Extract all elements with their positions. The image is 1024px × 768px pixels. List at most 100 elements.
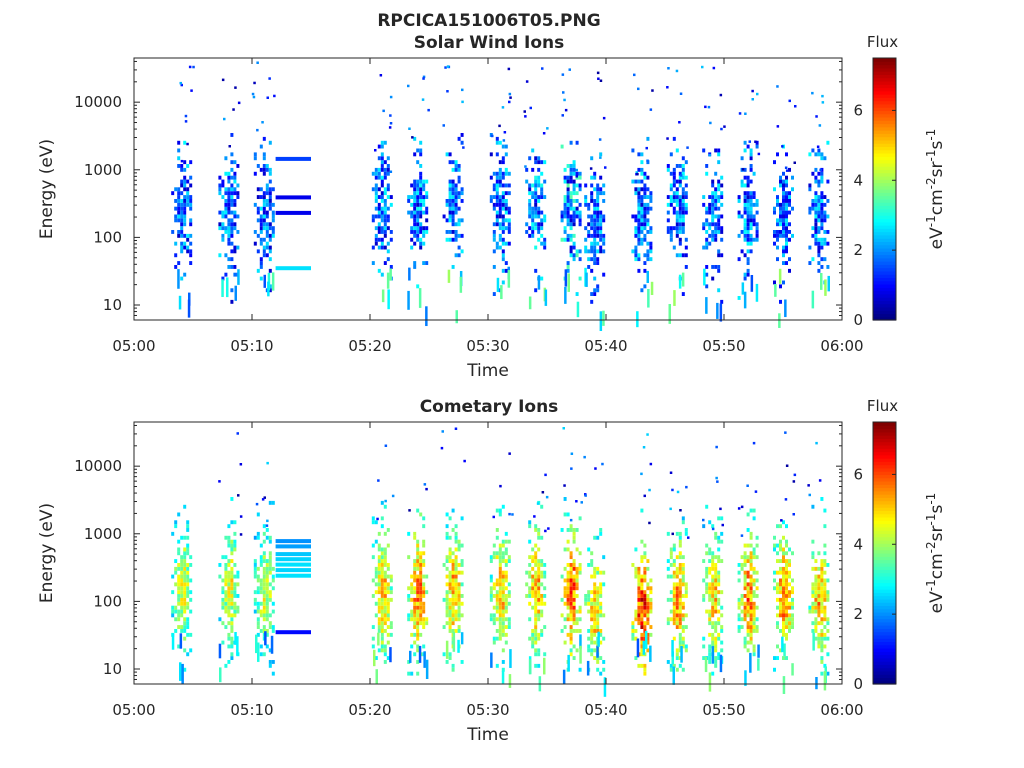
cometary-cell bbox=[177, 566, 181, 571]
solar-wind-cell bbox=[749, 241, 753, 246]
solar-wind-x-tick-label: 06:00 bbox=[820, 337, 863, 355]
solar-wind-cell bbox=[708, 222, 712, 227]
cometary-cell bbox=[814, 625, 818, 629]
cometary-cell bbox=[646, 636, 650, 641]
cometary-cell bbox=[413, 632, 417, 637]
solar-wind-cell bbox=[785, 210, 788, 215]
cometary-cell bbox=[419, 570, 423, 575]
cometary-cell bbox=[528, 586, 532, 591]
solar-wind-cell bbox=[253, 156, 257, 161]
cometary-cell bbox=[177, 551, 181, 556]
cometary-cell bbox=[817, 566, 821, 571]
cometary-cell bbox=[259, 652, 263, 657]
solar-wind-cell bbox=[501, 218, 505, 223]
cometary-cell bbox=[262, 551, 266, 556]
solar-wind-cell bbox=[186, 245, 190, 250]
solar-wind-cell bbox=[265, 187, 269, 192]
cometary-cell bbox=[814, 574, 818, 579]
cometary-cell bbox=[752, 609, 756, 614]
cometary-x-tick-label: 06:00 bbox=[820, 701, 863, 719]
solar-wind-cell bbox=[782, 179, 785, 184]
cometary-cell bbox=[743, 551, 747, 556]
solar-wind-cell bbox=[425, 195, 429, 199]
solar-wind-cell bbox=[749, 156, 753, 161]
cometary-cell bbox=[631, 629, 635, 633]
cometary-cell bbox=[643, 594, 647, 598]
solar-wind-cell bbox=[702, 202, 706, 207]
cometary-cell bbox=[233, 563, 237, 567]
cometary-cell bbox=[537, 570, 541, 575]
cometary-cell bbox=[646, 621, 650, 626]
figure-title: RPCICA151006T05.PNG bbox=[377, 11, 600, 31]
solar-wind-cell bbox=[374, 183, 378, 188]
cometary-cell bbox=[380, 617, 384, 622]
solar-wind-cell bbox=[782, 199, 785, 203]
solar-wind-cell bbox=[174, 187, 178, 192]
cometary-cell bbox=[180, 601, 184, 606]
solar-wind-cell bbox=[389, 202, 393, 207]
solar-wind-x-tick-label: 05:00 bbox=[112, 337, 155, 355]
solar-wind-cell bbox=[422, 241, 426, 246]
solar-wind-cell bbox=[227, 206, 231, 211]
solar-wind-cell bbox=[599, 152, 603, 157]
cometary-cell bbox=[451, 559, 455, 563]
cometary-cell bbox=[534, 524, 538, 529]
cometary-cell bbox=[666, 559, 670, 563]
cometary-cell bbox=[811, 566, 815, 571]
solar-wind-cell bbox=[422, 183, 426, 188]
cometary-cell bbox=[224, 597, 228, 602]
solar-wind-cell bbox=[784, 166, 788, 169]
cometary-plot-area bbox=[134, 422, 842, 684]
solar-wind-cell bbox=[189, 233, 193, 238]
cometary-cell bbox=[575, 648, 579, 653]
solar-wind-cell bbox=[563, 206, 567, 211]
cometary-cell bbox=[183, 594, 187, 598]
cometary-cell bbox=[501, 555, 505, 560]
cometary-cell bbox=[386, 582, 390, 587]
cometary-cell bbox=[256, 632, 260, 637]
cometary-cell bbox=[814, 636, 818, 641]
cometary-cell bbox=[183, 555, 187, 560]
solar-wind-cell bbox=[177, 156, 181, 161]
cometary-cell bbox=[823, 524, 827, 529]
solar-wind-cell bbox=[714, 206, 718, 211]
solar-wind-cell bbox=[584, 237, 588, 242]
solar-wind-cell bbox=[382, 109, 385, 113]
cometary-cell bbox=[785, 605, 788, 610]
solar-wind-cell bbox=[560, 210, 564, 215]
cometary-cell bbox=[230, 539, 234, 544]
cometary-cell bbox=[377, 578, 381, 583]
solar-wind-cell bbox=[814, 210, 818, 215]
solar-wind-cell bbox=[675, 226, 679, 231]
cometary-cell bbox=[174, 570, 178, 575]
solar-wind-cell bbox=[637, 191, 641, 196]
cometary-cell bbox=[569, 555, 573, 560]
cometary-cell bbox=[265, 594, 269, 598]
solar-wind-colorbar-unit-label: eV-1cm-2sr-1s-1 bbox=[924, 129, 947, 250]
solar-wind-cell bbox=[188, 292, 191, 306]
cometary-cell bbox=[407, 671, 411, 676]
cometary-cell bbox=[537, 582, 541, 587]
solar-wind-cell bbox=[678, 179, 682, 184]
solar-wind-cell bbox=[528, 187, 532, 192]
cometary-cell bbox=[746, 648, 750, 653]
solar-wind-cell bbox=[230, 288, 234, 293]
cometary-cell bbox=[746, 512, 750, 517]
solar-wind-cell bbox=[743, 272, 747, 277]
solar-wind-cell bbox=[271, 187, 275, 192]
solar-wind-cell bbox=[498, 226, 502, 231]
solar-wind-cell bbox=[756, 92, 759, 96]
cometary-cell bbox=[811, 555, 815, 560]
cometary-cell bbox=[416, 551, 420, 556]
solar-wind-cell bbox=[224, 199, 228, 203]
cometary-cell bbox=[711, 566, 715, 571]
cometary-cell bbox=[534, 594, 538, 598]
cometary-cell bbox=[714, 535, 718, 540]
cometary-cell bbox=[174, 524, 178, 529]
cometary-cell bbox=[534, 621, 538, 626]
solar-wind-cell bbox=[593, 171, 597, 176]
cometary-cell bbox=[634, 547, 638, 552]
solar-wind-cell bbox=[259, 167, 263, 172]
cometary-cell bbox=[377, 566, 381, 571]
cometary-cell bbox=[575, 629, 579, 633]
